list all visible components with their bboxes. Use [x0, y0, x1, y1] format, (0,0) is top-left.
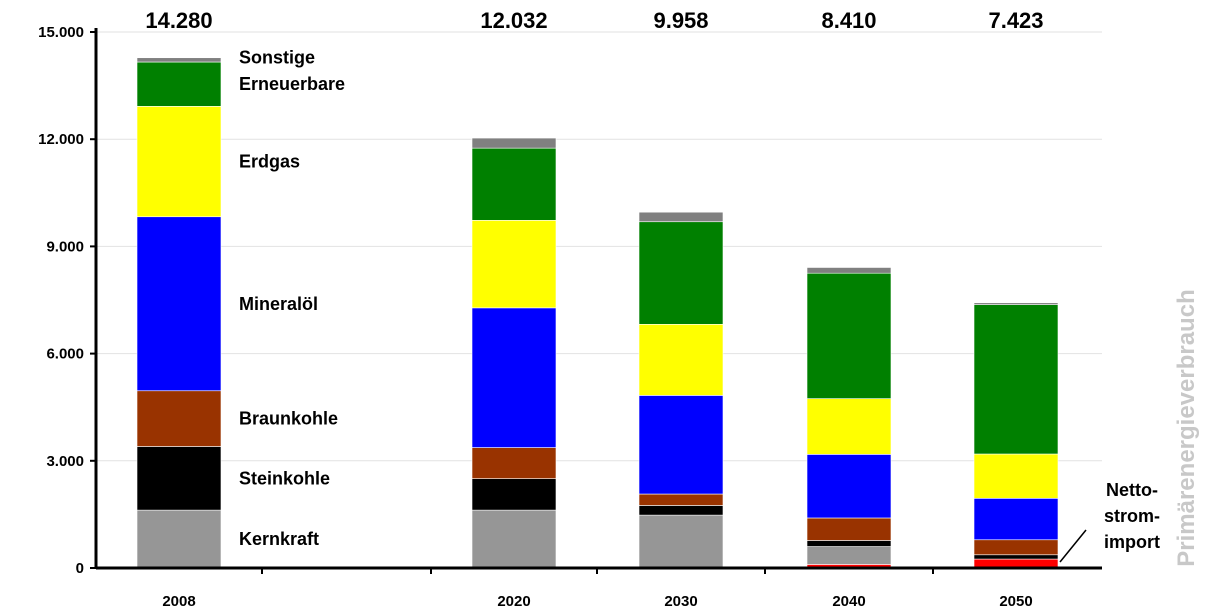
x-tick-label: 2008 [162, 593, 195, 610]
y-tick-label: 3.000 [46, 453, 84, 470]
series-label: Sonstige [239, 48, 315, 68]
bar-segment [973, 302, 1059, 305]
bar-segment [638, 395, 724, 495]
bar-segment [136, 106, 222, 218]
y-axis-label: Primärenergieverbrauch [1173, 289, 1200, 566]
x-tick-label: 2040 [832, 593, 865, 610]
series-label: Erneuerbare [239, 74, 345, 94]
gridlines [96, 31, 1102, 462]
total-labels: 14.280 12.032 9.958 8.410 7.423 [145, 8, 1043, 33]
bar-segment [471, 137, 557, 149]
x-tick-label: 2030 [664, 593, 697, 610]
bar-segment [806, 267, 892, 274]
y-tick-label: 12.000 [38, 131, 84, 148]
total-label: 7.423 [988, 8, 1043, 33]
bar-stack-2030 [638, 211, 724, 569]
series-label: Braunkohle [239, 409, 338, 429]
import-label-line: strom- [1104, 506, 1160, 526]
bar-segment [471, 478, 557, 511]
import-annotation: Netto-strom-import [1059, 480, 1160, 563]
bar-segment [973, 498, 1059, 541]
bar-segment [136, 216, 222, 392]
total-label: 12.032 [480, 8, 547, 33]
axes [90, 28, 1102, 574]
bar-stack-2020 [471, 137, 557, 569]
bar-segment [806, 540, 892, 547]
bar-segment [806, 517, 892, 541]
bar-segment [471, 307, 557, 448]
bar-segment [136, 390, 222, 447]
bar-segment [973, 554, 1059, 560]
series-labels: Kernkraft Steinkohle Braunkohle Mineralöl Er… [239, 48, 345, 549]
y-tick-label: 6.000 [46, 346, 84, 363]
bar-segment [638, 514, 724, 569]
bar-segment [973, 539, 1059, 556]
bar-stack-2008 [136, 57, 222, 569]
bar-segment [136, 509, 222, 569]
x-tick-labels: 2008 2020 2030 2040 2050 [162, 593, 1032, 610]
y-tick-label: 0 [76, 560, 84, 577]
bar-segment [136, 446, 222, 511]
x-tick-label: 2050 [999, 593, 1032, 610]
import-label-line: import [1104, 532, 1160, 552]
bar-segment [136, 57, 222, 63]
bar-segment [638, 493, 724, 506]
bar-segment [638, 505, 724, 516]
bar-segment [973, 453, 1059, 499]
series-label: Mineralöl [239, 294, 318, 314]
y-tick-label: 9.000 [46, 238, 84, 255]
bar-segment [806, 272, 892, 399]
total-label: 9.958 [653, 8, 708, 33]
series-label: Erdgas [239, 152, 300, 172]
bar-segment [471, 147, 557, 221]
total-label: 8.410 [821, 8, 876, 33]
series-label: Kernkraft [239, 529, 319, 549]
import-pointer-line [1059, 529, 1087, 563]
bar-segment [471, 447, 557, 479]
total-label: 14.280 [145, 8, 212, 33]
bar-segment [471, 220, 557, 309]
bar-segment [806, 398, 892, 455]
bar-segment [806, 546, 892, 565]
bar-segment [638, 221, 724, 325]
bar-stacks [136, 57, 1059, 569]
bar-segment [806, 454, 892, 519]
bar-segment [973, 304, 1059, 455]
bar-segment [638, 211, 724, 223]
bar-stack-2040 [806, 267, 892, 569]
x-tick-label: 2020 [497, 593, 530, 610]
series-label: Steinkohle [239, 468, 330, 488]
y-tick-labels: 0 3.000 6.000 9.000 12.000 15.000 [38, 24, 84, 577]
bar-stack-2050 [973, 302, 1059, 569]
bar-segment [471, 509, 557, 569]
y-tick-label: 15.000 [38, 24, 84, 41]
bar-segment [136, 61, 222, 107]
import-label-line: Netto- [1106, 480, 1158, 500]
bar-segment [638, 323, 724, 396]
